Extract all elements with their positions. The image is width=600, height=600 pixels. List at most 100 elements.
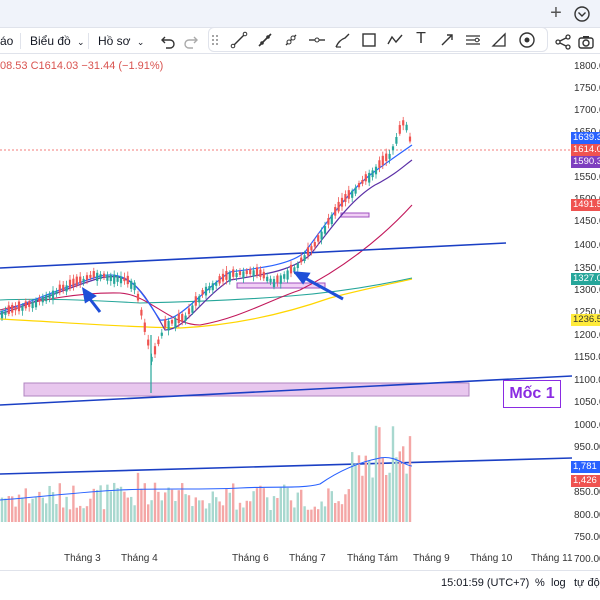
candle-body: [272, 279, 276, 288]
profile-menu-button[interactable]: Hồ sơ ⌄: [98, 32, 144, 50]
candle-body: [320, 231, 323, 240]
chevron-down-icon[interactable]: [572, 4, 592, 24]
volume-bar: [235, 509, 238, 522]
profile-menu-label: Hồ sơ: [98, 34, 131, 48]
volume-bar: [96, 489, 99, 522]
price-tick-label: 1800.00: [574, 61, 600, 72]
camera-icon[interactable]: [576, 32, 596, 52]
chart-menu-button[interactable]: Biểu đồ ⌄: [30, 32, 85, 50]
volume-bar: [323, 506, 327, 522]
volume-bar: [143, 483, 146, 522]
candle-body: [405, 124, 408, 131]
volume-bar: [116, 487, 119, 522]
volume-trendline[interactable]: [0, 457, 572, 475]
redo-icon[interactable]: [182, 32, 202, 52]
candle-body: [354, 187, 357, 194]
auto-toggle[interactable]: tự động: [574, 577, 600, 589]
price-tick-label: 850.00: [574, 487, 600, 498]
candle-body: [361, 179, 364, 184]
brush-icon[interactable]: [333, 30, 353, 50]
candle-body: [41, 297, 44, 303]
volume-bar: [395, 457, 398, 522]
measure-icon[interactable]: [489, 30, 509, 50]
candle-body: [381, 155, 384, 165]
time-tick-label: Tháng 7: [289, 553, 326, 564]
price-marker-label: 1327.0: [571, 273, 600, 285]
volume-bar: [28, 503, 31, 522]
price-marker-label: 1491.5: [571, 199, 600, 211]
time-tick-label: Tháng 3: [64, 553, 101, 564]
volume-bar: [194, 497, 197, 522]
volume-bar: [140, 488, 143, 522]
resistance-trendline[interactable]: [0, 242, 507, 269]
volume-bar: [136, 472, 140, 522]
time-tick-label: Tháng 9: [413, 553, 450, 564]
path-icon[interactable]: [385, 30, 405, 50]
annotation-label[interactable]: Mốc 1: [503, 380, 561, 408]
candle-body: [85, 275, 89, 280]
candle-body: [221, 273, 225, 282]
volume-bar: [204, 508, 208, 522]
drag-handle-icon[interactable]: [209, 30, 221, 50]
volume-bar: [242, 507, 245, 522]
price-tick-label: 1000.00: [574, 420, 600, 431]
arrow-annotation[interactable]: [81, 287, 102, 313]
volume-bar: [276, 497, 279, 522]
candle-body: [21, 305, 24, 311]
candle-body: [334, 207, 337, 216]
record-icon[interactable]: [517, 30, 537, 50]
price-chart[interactable]: [0, 54, 572, 548]
price-tick-label: 1150.00: [574, 352, 600, 363]
price-tick-label: 1050.00: [574, 397, 600, 408]
new-tab-button[interactable]: +: [550, 2, 562, 24]
candle-body: [157, 339, 160, 345]
share-icon[interactable]: [553, 32, 573, 52]
toolbar-divider: [20, 33, 21, 49]
consolidation-box[interactable]: [340, 212, 370, 218]
volume-bar: [340, 504, 344, 522]
extended-line-icon[interactable]: [281, 30, 301, 50]
volume-bar: [272, 496, 276, 522]
candle-body: [11, 304, 14, 313]
volume-bar: [174, 501, 177, 522]
candle-body: [177, 313, 180, 324]
volume-bar: [296, 492, 299, 522]
candlestick-series: [0, 116, 412, 393]
candle-body: [337, 201, 340, 212]
volume-bar: [300, 489, 303, 522]
chart-menu-label: Biểu đồ: [30, 34, 71, 48]
percent-toggle[interactable]: %: [535, 577, 545, 589]
volume-bar: [201, 500, 204, 522]
candle-body: [14, 306, 17, 311]
ray-icon[interactable]: [255, 30, 275, 50]
candle-body: [364, 174, 367, 182]
horizontal-line-icon[interactable]: [307, 30, 327, 50]
arrow-icon[interactable]: [437, 30, 457, 50]
arrow-annotation[interactable]: [292, 271, 344, 301]
candle-body: [368, 172, 371, 183]
text-icon[interactable]: T: [416, 30, 426, 47]
undo-icon[interactable]: [157, 32, 177, 52]
fib-retracement-icon[interactable]: [463, 30, 483, 50]
candle-body: [215, 282, 218, 286]
price-marker-label: 1639.3: [571, 132, 600, 144]
volume-bar: [24, 488, 27, 522]
toolbar-item-fragment[interactable]: áo: [0, 34, 14, 48]
candle-body: [310, 246, 313, 251]
candle-body: [211, 283, 214, 291]
candle-body: [293, 267, 296, 271]
candle-body: [279, 275, 282, 284]
ohlc-close: C1614.03: [30, 60, 79, 72]
log-toggle[interactable]: log: [551, 577, 566, 589]
rectangle-icon[interactable]: [359, 30, 379, 50]
support-trendline[interactable]: [0, 375, 572, 406]
volume-bar: [89, 498, 92, 522]
trend-line-icon[interactable]: [229, 30, 249, 50]
volume-bar: [187, 495, 191, 522]
volume-bar: [7, 496, 10, 522]
candle-body: [303, 255, 306, 262]
price-tick-label: 1300.00: [574, 285, 600, 296]
volume-bar: [306, 509, 310, 522]
volume-bar: [198, 500, 201, 522]
candle-body: [38, 297, 41, 302]
